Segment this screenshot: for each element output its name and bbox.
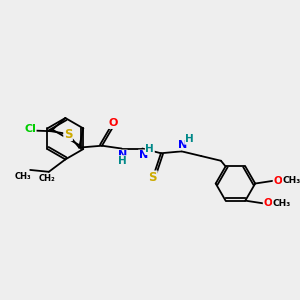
Text: O: O xyxy=(263,199,272,208)
Text: O: O xyxy=(273,176,282,186)
Text: N: N xyxy=(139,150,148,160)
Text: S: S xyxy=(64,128,72,140)
Text: H: H xyxy=(118,156,127,166)
Text: CH₂: CH₂ xyxy=(38,174,55,183)
Text: Cl: Cl xyxy=(24,124,36,134)
Text: CH₃: CH₃ xyxy=(273,199,291,208)
Text: S: S xyxy=(148,171,157,184)
Text: N: N xyxy=(118,150,127,160)
Text: CH₃: CH₃ xyxy=(283,176,300,185)
Text: CH₃: CH₃ xyxy=(14,172,31,181)
Text: O: O xyxy=(109,118,118,128)
Text: H: H xyxy=(146,145,154,154)
Text: N: N xyxy=(178,140,187,150)
Text: H: H xyxy=(185,134,194,144)
